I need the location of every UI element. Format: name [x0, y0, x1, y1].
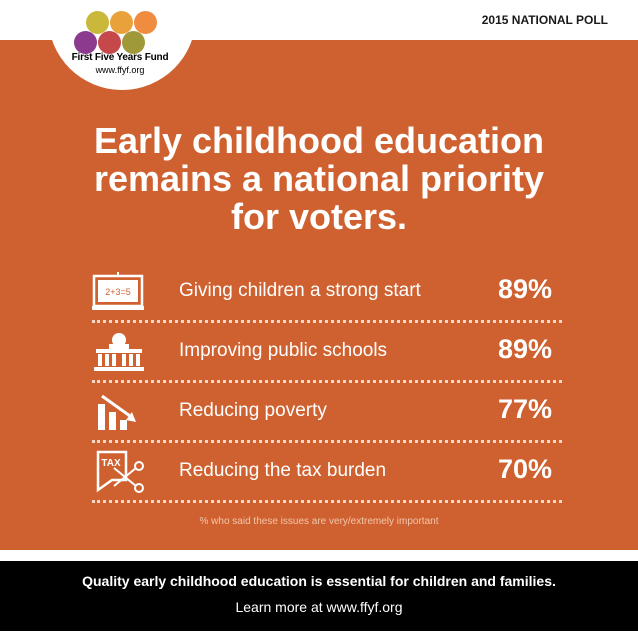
tax-cut-icon: TAX	[96, 450, 144, 493]
item-label: Reducing poverty	[179, 400, 327, 421]
logo-dot	[134, 11, 157, 34]
logo-dot	[74, 31, 97, 54]
footnote: % who said these issues are very/extreme…	[199, 516, 439, 527]
item-percent: 89%	[497, 274, 552, 304]
logo-url[interactable]: www.ffyf.org	[95, 65, 145, 75]
footer-link[interactable]: Learn more at www.ffyf.org	[235, 599, 403, 615]
logo-dot	[110, 11, 133, 34]
poll-item-poverty: Reducing poverty 77%	[92, 386, 562, 446]
item-label: Reducing the tax burden	[179, 460, 387, 481]
chalkboard-icon: 2+3=5	[92, 272, 144, 310]
poll-item-tax-burden: TAX Reducing the tax burden 70%	[92, 446, 562, 506]
logo-dot	[86, 11, 109, 34]
chalkboard-text: 2+3=5	[105, 287, 131, 297]
dotted-divider	[92, 500, 562, 503]
logo-name: First Five Years Fund	[71, 52, 169, 63]
footer-banner: Quality early childhood education is ess…	[0, 561, 638, 631]
logo-dot	[98, 31, 121, 54]
headline-line: for voters.	[230, 196, 408, 237]
item-percent: 77%	[497, 394, 552, 424]
poll-item-public-schools: Improving public schools 89%	[92, 326, 562, 386]
item-percent: 70%	[497, 454, 552, 484]
tax-text: TAX	[101, 458, 121, 469]
school-building-icon	[94, 333, 144, 371]
dotted-divider	[92, 380, 562, 383]
item-percent: 89%	[497, 334, 552, 364]
headline-line: Early childhood education	[93, 120, 545, 161]
headline: Early childhood education remains a nati…	[0, 122, 638, 236]
poll-item-strong-start: 2+3=5 Giving children a strong start 89%	[92, 266, 562, 326]
item-label: Giving children a strong start	[179, 280, 421, 301]
item-label: Improving public schools	[179, 340, 388, 361]
footer-message: Quality early childhood education is ess…	[82, 573, 556, 589]
dotted-divider	[92, 440, 562, 443]
dotted-divider	[92, 320, 562, 323]
declining-chart-icon	[98, 394, 136, 430]
logo-dot	[122, 31, 145, 54]
poll-label: 2015 NATIONAL POLL	[481, 13, 608, 27]
headline-line: remains a national priority	[93, 158, 545, 199]
